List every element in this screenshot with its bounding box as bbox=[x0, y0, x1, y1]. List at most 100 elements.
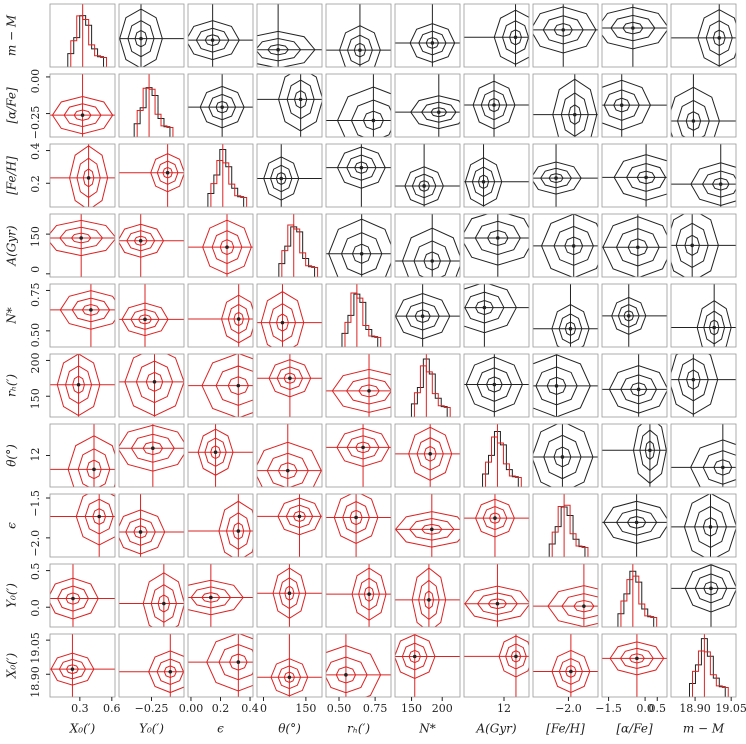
panel bbox=[463, 283, 530, 348]
panel-frame bbox=[670, 3, 737, 68]
y-axis-label: m − M bbox=[5, 14, 19, 56]
panel-content bbox=[395, 214, 460, 277]
panel bbox=[601, 143, 668, 208]
panel-content bbox=[410, 354, 451, 417]
panel-content bbox=[395, 424, 460, 487]
best-fit-point bbox=[97, 514, 101, 519]
panel bbox=[325, 3, 392, 68]
panel-frame bbox=[601, 563, 668, 628]
panel bbox=[532, 73, 599, 138]
panel-content bbox=[533, 354, 598, 417]
x-tick-label: 0.3 bbox=[71, 702, 89, 715]
panel-frame bbox=[601, 213, 668, 278]
panel bbox=[49, 423, 116, 488]
best-fit-point bbox=[636, 245, 640, 250]
panel bbox=[187, 563, 254, 628]
best-fit-point bbox=[213, 450, 218, 454]
panel-frame bbox=[532, 423, 599, 488]
panel bbox=[49, 563, 116, 628]
panel-frame bbox=[118, 283, 185, 348]
x-axis-label: m − M bbox=[683, 722, 725, 736]
contour bbox=[671, 214, 719, 277]
x-axis-label: N* bbox=[418, 722, 436, 736]
panel-content bbox=[119, 354, 184, 417]
panel-content bbox=[464, 214, 529, 277]
panel bbox=[394, 3, 461, 68]
panel-frame bbox=[256, 73, 323, 138]
panel-frame bbox=[187, 493, 254, 558]
panel-content bbox=[50, 144, 115, 207]
best-fit-point bbox=[359, 165, 364, 170]
panel bbox=[325, 213, 392, 278]
panel bbox=[256, 563, 323, 628]
panel bbox=[601, 493, 668, 558]
panel-frame bbox=[670, 213, 737, 278]
best-fit-point bbox=[430, 41, 435, 45]
best-fit-point bbox=[297, 514, 302, 519]
panel bbox=[118, 143, 185, 208]
best-fit-point bbox=[236, 529, 241, 533]
panel-content bbox=[671, 424, 736, 487]
best-fit-point bbox=[495, 601, 500, 606]
best-fit-point bbox=[430, 527, 434, 532]
panel-frame bbox=[394, 283, 461, 348]
panel-frame bbox=[187, 423, 254, 488]
panel-frame bbox=[118, 563, 185, 628]
panel-content bbox=[671, 284, 736, 347]
contour bbox=[671, 86, 720, 137]
panel-content bbox=[188, 494, 253, 557]
panel-content bbox=[671, 4, 736, 67]
panel-frame bbox=[118, 493, 185, 558]
panel bbox=[325, 73, 392, 138]
x-axis-label: Y₀(′) bbox=[139, 722, 164, 736]
panel-content bbox=[464, 634, 529, 697]
best-fit-point bbox=[492, 382, 497, 387]
best-fit-point bbox=[280, 320, 285, 325]
panel-frame bbox=[463, 563, 530, 628]
best-fit-point bbox=[691, 119, 696, 123]
y-tick-label: 12 bbox=[29, 448, 42, 462]
contour bbox=[119, 424, 184, 472]
y-axis-label: A(Gyr) bbox=[5, 225, 19, 266]
panel-frame bbox=[256, 423, 323, 488]
best-fit-point bbox=[151, 446, 155, 451]
panel-frame bbox=[256, 633, 323, 698]
panel-frame bbox=[187, 213, 254, 278]
y-tick-label: 0.00 bbox=[29, 69, 42, 94]
panel bbox=[670, 213, 737, 278]
panel bbox=[532, 563, 599, 628]
panel-frame bbox=[601, 3, 668, 68]
panel-content bbox=[188, 284, 253, 347]
panel bbox=[49, 353, 116, 418]
y-tick-label: −2.0 bbox=[29, 530, 42, 557]
panel-frame bbox=[325, 213, 392, 278]
panel bbox=[187, 633, 254, 698]
panel-frame bbox=[394, 73, 461, 138]
best-fit-point bbox=[298, 97, 303, 102]
best-fit-point bbox=[139, 36, 143, 41]
best-fit-point bbox=[569, 669, 573, 674]
best-fit-point bbox=[79, 236, 83, 240]
best-fit-point bbox=[220, 105, 224, 109]
y-axis-label: X₀(′) bbox=[5, 652, 19, 679]
panel-frame bbox=[394, 143, 461, 208]
x-tick-label: 0.4 bbox=[241, 702, 259, 715]
panel-content bbox=[395, 634, 460, 697]
panel bbox=[601, 283, 668, 348]
panel-content bbox=[602, 214, 667, 277]
histogram bbox=[344, 292, 382, 347]
panel-frame bbox=[670, 283, 737, 348]
panel-content bbox=[188, 214, 253, 277]
y-axis-label: Y₀(′) bbox=[5, 583, 19, 608]
best-fit-point bbox=[430, 259, 435, 263]
best-fit-point bbox=[560, 455, 565, 459]
histogram bbox=[551, 504, 589, 557]
panel-content bbox=[602, 634, 667, 697]
best-fit-point bbox=[287, 675, 292, 680]
contour bbox=[533, 424, 594, 487]
panel bbox=[670, 563, 737, 628]
panel-frame bbox=[670, 143, 737, 208]
panel bbox=[187, 3, 254, 68]
panel-content bbox=[533, 564, 598, 627]
best-fit-point bbox=[371, 118, 376, 123]
